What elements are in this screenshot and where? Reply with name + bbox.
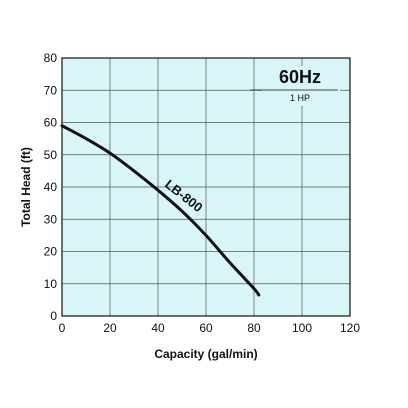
x-tick-label: 100 — [292, 321, 312, 335]
power-label: 1 HP — [290, 93, 310, 103]
x-tick-label: 80 — [247, 321, 261, 335]
y-tick-label: 80 — [44, 51, 58, 65]
y-tick-label: 60 — [44, 116, 58, 130]
y-tick-label: 40 — [44, 180, 58, 194]
x-tick-label: 60 — [199, 321, 213, 335]
series-line-lb-800 — [60, 124, 261, 297]
plot-frame — [61, 57, 351, 317]
grid-lines — [62, 58, 350, 316]
y-tick-label: 50 — [44, 148, 58, 162]
x-tick-label: 120 — [340, 321, 360, 335]
y-axis-title: Total Head (ft) — [19, 147, 33, 227]
y-tick-label: 10 — [44, 277, 58, 291]
x-tick-label: 20 — [103, 321, 117, 335]
y-tick-label: 0 — [50, 309, 57, 323]
y-tick-label: 20 — [44, 245, 58, 259]
frequency-label: 60Hz — [279, 67, 321, 87]
x-tick-label: 40 — [151, 321, 165, 335]
annotation-backdrop — [262, 66, 340, 106]
y-tick-label: 30 — [44, 212, 58, 226]
y-tick-label: 70 — [44, 83, 58, 97]
x-tick-label: 0 — [59, 321, 66, 335]
x-axis-title: Capacity (gal/min) — [154, 347, 257, 361]
tick-labels: 0 20 40 60 80 100 120 0 10 20 30 40 50 60 70 80 — [44, 51, 361, 335]
